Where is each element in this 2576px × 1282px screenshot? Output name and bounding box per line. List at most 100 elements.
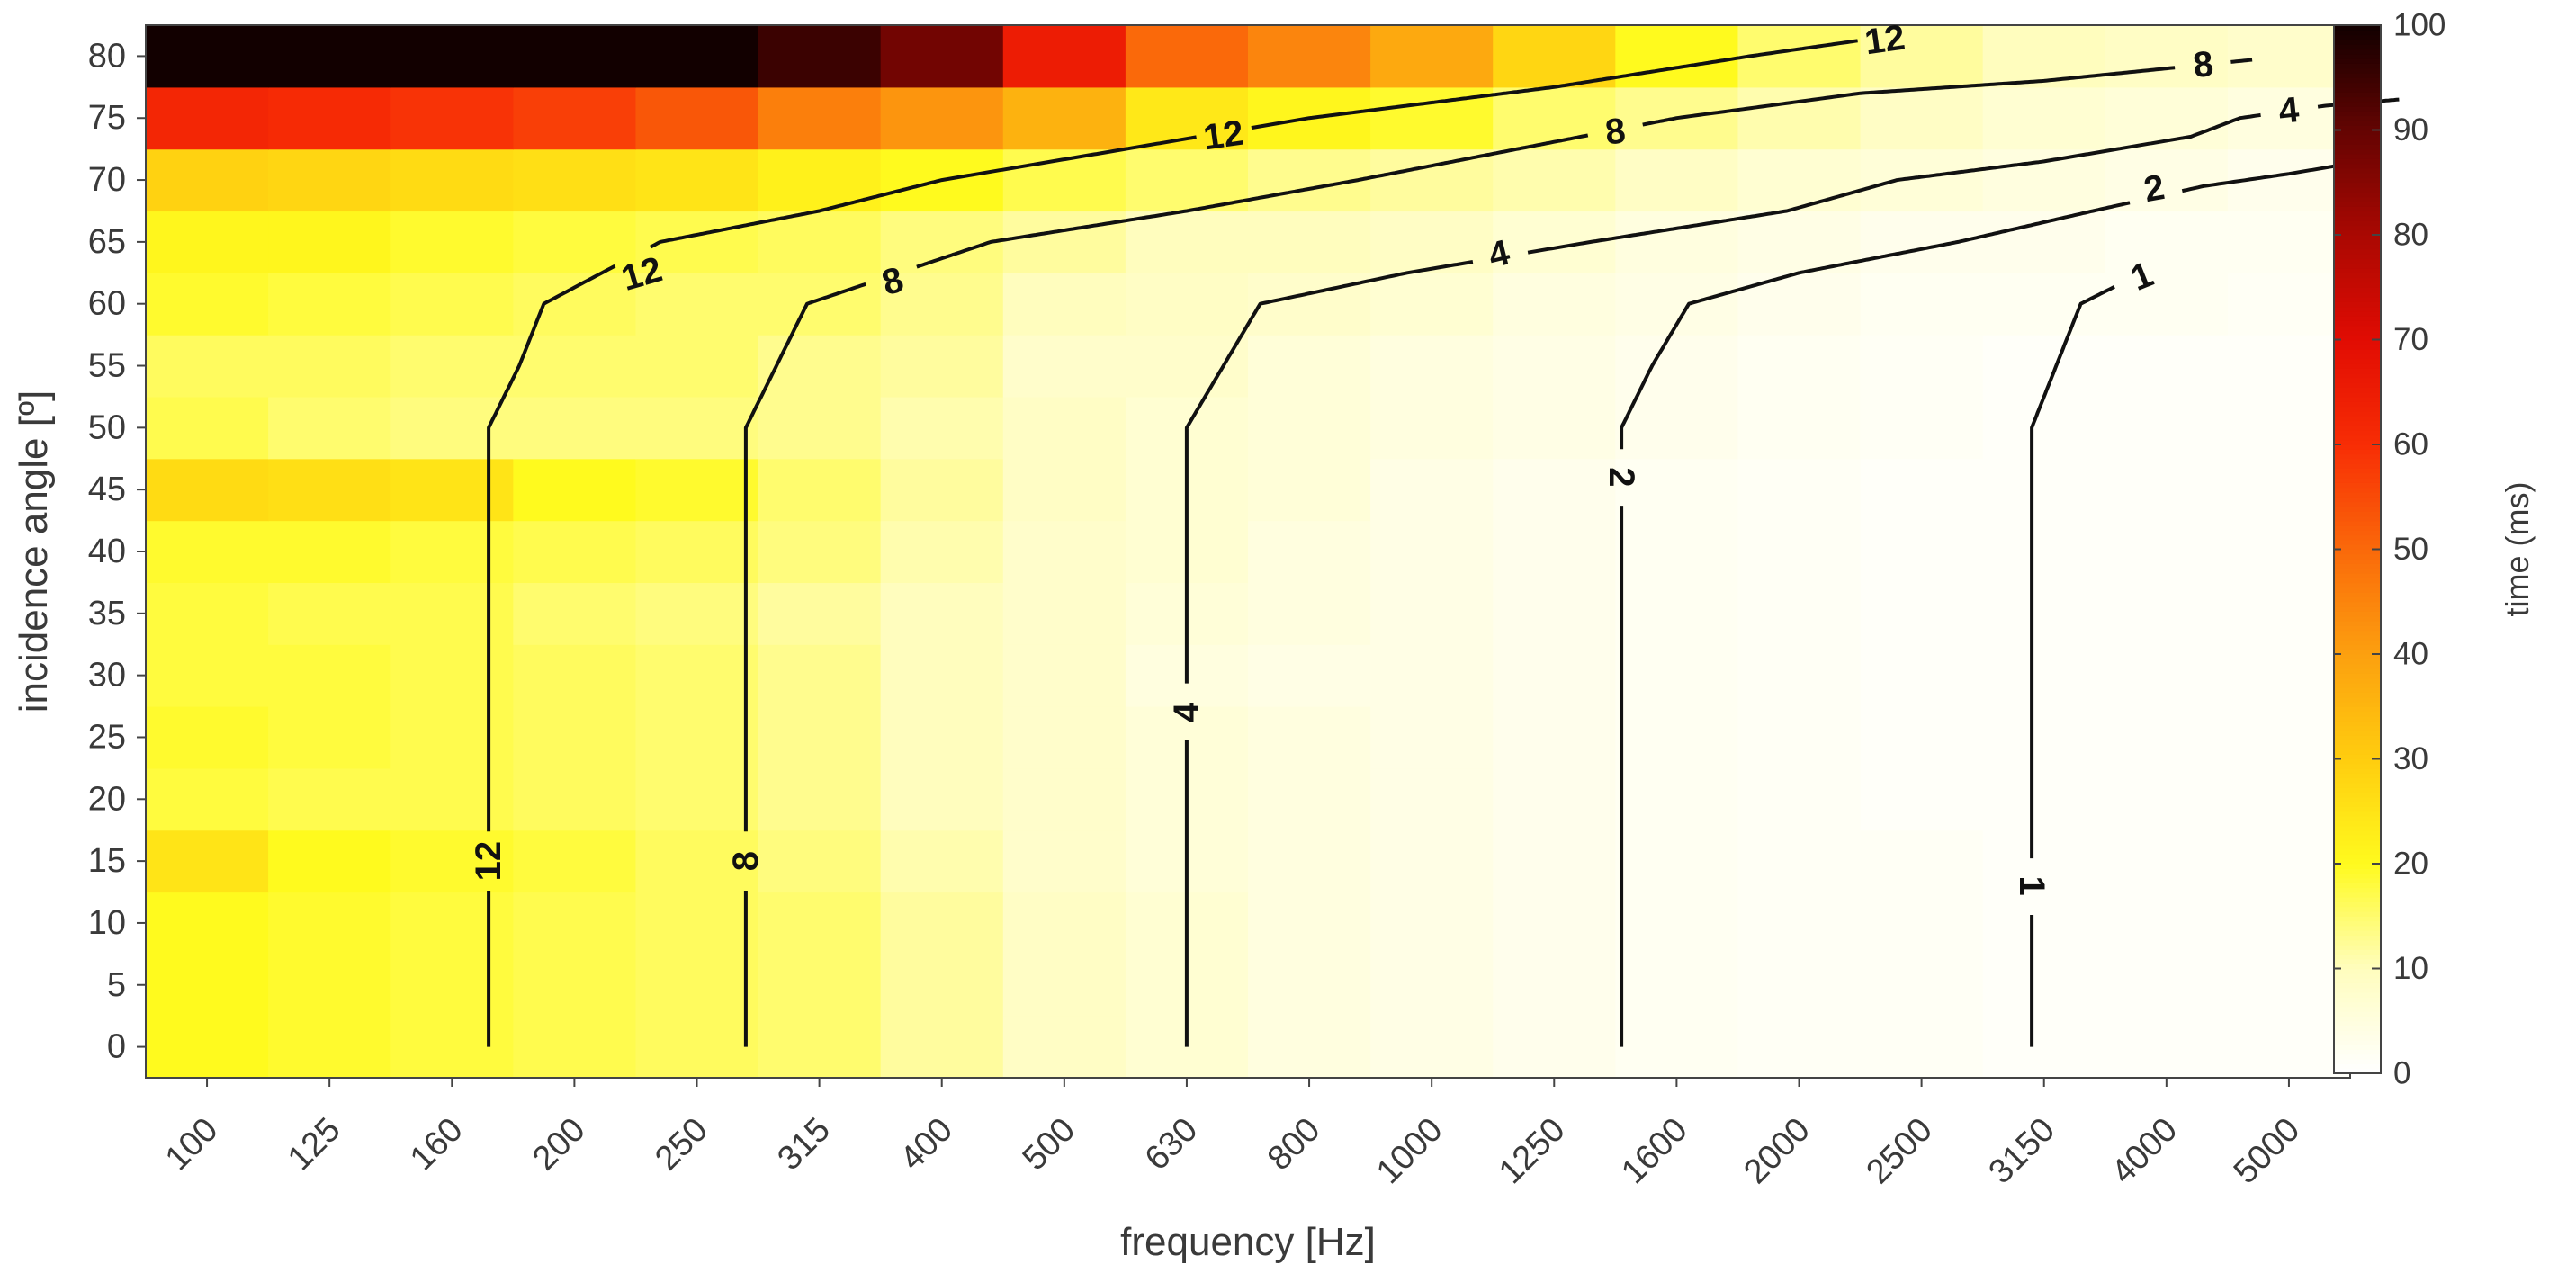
- heatmap-cell: [2105, 892, 2229, 955]
- colorbar-swatch: [2334, 101, 2381, 107]
- heatmap-cell: [146, 767, 269, 831]
- heatmap-cell: [2227, 25, 2351, 88]
- heatmap-cell: [1370, 829, 1494, 893]
- heatmap-cell: [1248, 458, 1371, 522]
- colorbar-swatch: [2334, 310, 2381, 317]
- heatmap-cell: [1002, 582, 1126, 645]
- heatmap-cell: [758, 582, 882, 645]
- heatmap-cell: [513, 25, 637, 88]
- x-tick-label: 315: [770, 1111, 838, 1179]
- heatmap-cell: [1493, 273, 1616, 336]
- colorbar-swatch: [2334, 768, 2381, 774]
- heatmap-cell: [758, 273, 882, 336]
- heatmap-cell: [1615, 520, 1739, 584]
- contour-label: 4: [1167, 702, 1207, 722]
- heatmap-cell: [390, 458, 514, 522]
- heatmap-cell: [635, 273, 759, 336]
- colorbar-tick-label: 60: [2393, 427, 2428, 462]
- colorbar-swatch: [2334, 158, 2381, 165]
- heatmap-cell: [268, 458, 391, 522]
- x-tick-label: 500: [1016, 1111, 1083, 1179]
- colorbar-swatch: [2334, 482, 2381, 489]
- colorbar-swatch: [2334, 491, 2381, 498]
- heatmap-cell: [2227, 706, 2351, 769]
- colorbar-swatch: [2334, 25, 2381, 31]
- colorbar-swatch: [2334, 578, 2381, 584]
- y-tick-label: 5: [107, 966, 126, 1004]
- heatmap-cell: [513, 767, 637, 831]
- contour-label: 12: [1862, 18, 1907, 63]
- heatmap-cell: [1860, 25, 1984, 88]
- contour-label: 8: [726, 851, 766, 871]
- colorbar-swatch: [2334, 387, 2381, 393]
- colorbar-swatch: [2334, 1026, 2381, 1031]
- y-tick-label: 55: [88, 347, 126, 385]
- colorbar-swatch: [2334, 906, 2381, 912]
- colorbar-swatch: [2334, 325, 2381, 331]
- colorbar-swatch: [2334, 225, 2381, 231]
- heatmap-cell: [1982, 644, 2106, 707]
- colorbar-swatch: [2334, 153, 2381, 159]
- heatmap-cell: [1125, 25, 1249, 88]
- heatmap-cell: [390, 335, 514, 398]
- colorbar-swatch: [2334, 444, 2381, 450]
- x-axis-title: frequency [Hz]: [1120, 1220, 1376, 1264]
- heatmap-cell: [146, 954, 269, 1017]
- colorbar-swatch: [2334, 287, 2381, 293]
- colorbar-swatch: [2334, 883, 2381, 889]
- heatmap-cell: [635, 396, 759, 460]
- colorbar-swatch: [2334, 182, 2381, 188]
- colorbar-swatch: [2334, 854, 2381, 860]
- heatmap-cell: [758, 706, 882, 769]
- heatmap-cell: [1370, 335, 1494, 398]
- heatmap-cell: [758, 829, 882, 893]
- heatmap-cell: [1615, 335, 1739, 398]
- heatmap-cell: [390, 644, 514, 707]
- heatmap-cell: [390, 1016, 514, 1079]
- heatmap-cell: [146, 25, 269, 88]
- colorbar-swatch: [2334, 611, 2381, 617]
- contour-line-4: [1184, 97, 2400, 1047]
- heatmap-cell: [1982, 335, 2106, 398]
- colorbar-swatch: [2334, 901, 2381, 908]
- heatmap-cell: [146, 148, 269, 212]
- heatmap-cell: [1493, 767, 1616, 831]
- colorbar-swatch: [2334, 787, 2381, 793]
- heatmap-cell: [268, 892, 391, 955]
- heatmap-cell: [2105, 644, 2229, 707]
- heatmap-cell: [1493, 644, 1616, 707]
- colorbar-swatch: [2334, 277, 2381, 283]
- heatmap-cell: [390, 954, 514, 1017]
- heatmap-cell: [2105, 396, 2229, 460]
- heatmap-cell: [1002, 396, 1126, 460]
- colorbar-swatch: [2334, 868, 2381, 874]
- colorbar-swatch: [2334, 802, 2381, 808]
- heatmap-cell: [1615, 1016, 1739, 1079]
- colorbar-swatch: [2334, 173, 2381, 179]
- colorbar-swatch: [2334, 478, 2381, 483]
- colorbar-swatch: [2334, 939, 2381, 946]
- heatmap-cell: [390, 892, 514, 955]
- heatmap-cell: [1125, 335, 1249, 398]
- colorbar-tick-label: 90: [2393, 112, 2428, 148]
- heatmap-cell: [1860, 892, 1984, 955]
- colorbar-swatch: [2334, 978, 2381, 983]
- colorbar-swatch: [2334, 877, 2381, 883]
- heatmap-cell: [1615, 644, 1739, 707]
- heatmap-cell: [880, 767, 1004, 831]
- colorbar-swatch: [2334, 945, 2381, 950]
- heatmap-cell: [758, 86, 882, 150]
- heatmap-cell: [513, 520, 637, 584]
- colorbar-swatch: [2334, 858, 2381, 865]
- heatmap-cell: [635, 520, 759, 584]
- heatmap-cell: [1615, 954, 1739, 1017]
- colorbar-swatch: [2334, 735, 2381, 740]
- y-axis-title: incidence angle [º]: [12, 390, 56, 713]
- heatmap-cell: [880, 273, 1004, 336]
- heatmap-cell: [1860, 644, 1984, 707]
- y-tick-label: 50: [88, 408, 126, 446]
- colorbar-swatch: [2334, 777, 2381, 784]
- heatmap-cell: [1248, 396, 1371, 460]
- heatmap-cell: [1982, 86, 2106, 150]
- colorbar-swatch: [2334, 430, 2381, 436]
